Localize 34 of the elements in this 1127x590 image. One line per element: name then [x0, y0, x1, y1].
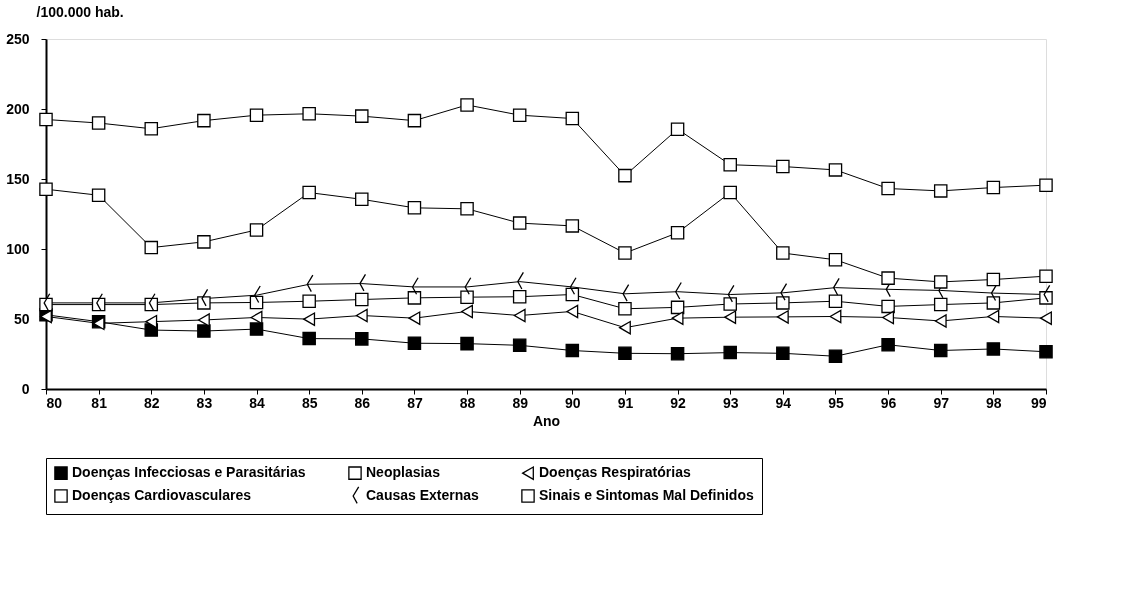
x-tick-label: 91: [617, 394, 634, 411]
legend-label: Doenças Infecciosas e Parasitárias: [72, 464, 306, 481]
x-tick-label: 85: [301, 394, 318, 411]
legend-label: Causas Externas: [366, 487, 480, 503]
x-tick-label: 80: [46, 394, 63, 411]
x-tick-label: 96: [880, 394, 897, 411]
x-tick-label: 84: [249, 394, 266, 411]
legend-label: Doenças Respiratórias: [539, 464, 691, 481]
y-tick-label: 50: [13, 310, 30, 327]
x-axis-title: Ano: [532, 412, 561, 429]
x-tick-label: 88: [459, 394, 476, 411]
x-tick-label: 90: [565, 394, 581, 411]
legend-label: Sinais e Sintomas Mal Definidos: [539, 487, 754, 503]
y-tick-label: 0: [21, 380, 30, 397]
x-tick-label: 81: [91, 394, 108, 411]
legend-label: Neoplasias: [366, 464, 441, 481]
x-tick-label: 99: [1030, 394, 1047, 411]
y-tick-label: 100: [6, 240, 30, 257]
x-tick-label: 89: [512, 394, 529, 411]
y-axis-title: /100.000 hab.: [36, 3, 124, 20]
y-tick-label: 200: [6, 100, 30, 117]
y-tick-label: 150: [6, 170, 30, 187]
x-tick-label: 83: [196, 394, 213, 411]
x-tick-label: 94: [775, 394, 792, 411]
x-tick-label: 93: [722, 394, 739, 411]
legend-label: Doenças Cardiovasculares: [72, 487, 252, 503]
x-tick-label: 87: [407, 394, 423, 411]
x-tick-label: 97: [933, 394, 950, 411]
x-tick-label: 98: [986, 394, 1002, 411]
x-tick-label: 82: [143, 394, 160, 411]
x-tick-label: 86: [354, 394, 371, 411]
y-tick-label: 250: [6, 30, 30, 47]
x-tick-label: 95: [828, 394, 844, 411]
x-tick-label: 92: [670, 394, 687, 411]
